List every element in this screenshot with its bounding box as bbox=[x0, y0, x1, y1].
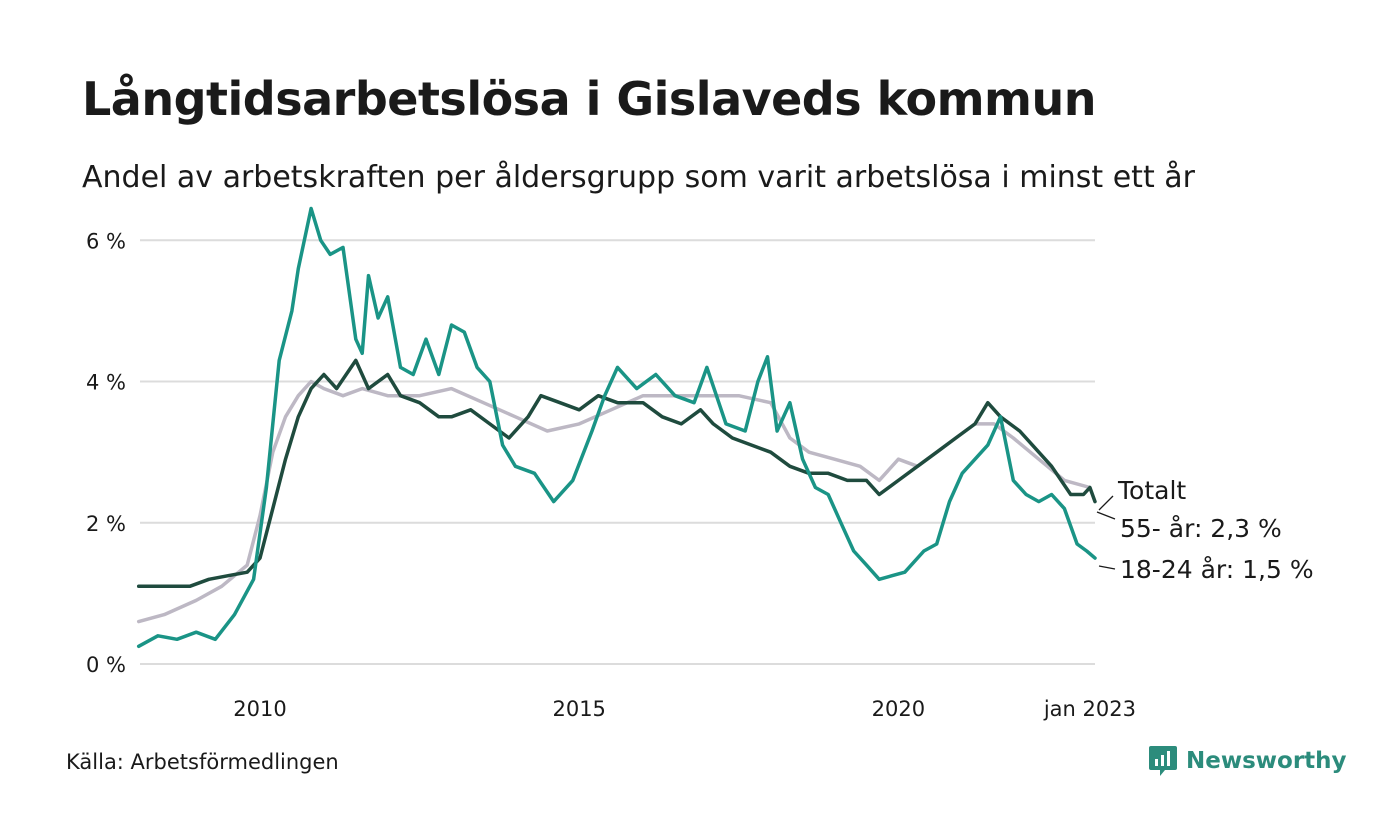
newsworthy-logo-icon bbox=[1149, 746, 1177, 776]
series-line-age18_24 bbox=[136, 206, 1097, 649]
chart-title: Långtidsarbetslösa i Gislaveds kommun bbox=[82, 72, 1096, 126]
end-label-age18_24: 18-24 år: 1,5 % bbox=[1120, 555, 1314, 584]
chart-subtitle: Andel av arbetskraften per åldersgrupp s… bbox=[82, 160, 1195, 195]
end-label-leader bbox=[1098, 495, 1114, 511]
gridlines bbox=[140, 239, 1095, 665]
y-tick-label: 0 % bbox=[86, 653, 126, 677]
x-axis-ticks: 2010 2015 2020 jan 2023 bbox=[233, 697, 1136, 721]
source-note: Källa: Arbetsförmedlingen bbox=[66, 750, 339, 774]
brand-logo[interactable]: Newsworthy bbox=[1148, 744, 1347, 778]
x-tick-label: 2015 bbox=[552, 697, 605, 721]
x-tick-label: jan 2023 bbox=[1043, 697, 1136, 721]
end-label-age55: 55- år: 2,3 % bbox=[1120, 514, 1282, 543]
end-label-leader bbox=[1098, 565, 1116, 570]
brand-name: Newsworthy bbox=[1186, 748, 1347, 774]
y-tick-label: 6 % bbox=[86, 229, 126, 253]
series-line-total bbox=[136, 379, 1092, 624]
y-axis-ticks: 0 % 2 % 4 % 6 % bbox=[86, 229, 126, 677]
series-lines bbox=[136, 206, 1097, 649]
end-label-total: Totalt bbox=[1117, 476, 1186, 505]
end-labels: Totalt 55- år: 2,3 % 18-24 år: 1,5 % bbox=[1096, 476, 1314, 584]
y-tick-label: 2 % bbox=[86, 512, 126, 536]
end-label-leader bbox=[1096, 511, 1116, 520]
y-tick-label: 4 % bbox=[86, 371, 126, 395]
x-tick-label: 2010 bbox=[233, 697, 286, 721]
series-line-age55 bbox=[136, 358, 1097, 589]
x-tick-label: 2020 bbox=[872, 697, 925, 721]
line-chart: 0 % 2 % 4 % 6 % 2010 2015 2020 jan 2023 Totalt… bbox=[86, 206, 1314, 721]
